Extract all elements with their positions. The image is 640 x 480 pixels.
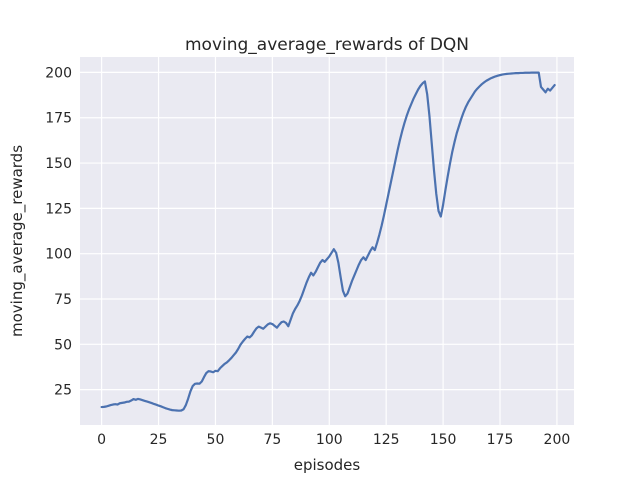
y-tick-label: 125 [45,201,72,217]
y-tick-labels: 25 50 75 100 125 150 175 200 [45,65,72,398]
x-tick-label: 200 [544,432,571,448]
y-axis-label: moving_average_rewards [8,145,27,337]
x-tick-label: 175 [487,432,514,448]
x-tick-label: 125 [373,432,400,448]
y-tick-label: 100 [45,247,72,263]
y-tick-label: 200 [45,65,72,81]
y-tick-label: 25 [54,383,72,399]
reward-line [100,71,556,412]
x-tick-label: 25 [150,432,168,448]
x-tick-label: 75 [263,432,281,448]
y-tick-label: 150 [45,156,72,172]
x-tick-label: 50 [207,432,225,448]
plot-area [80,57,574,425]
x-tick-label: 0 [97,432,106,448]
x-tick-labels: 0 25 50 75 100 125 150 175 200 [97,432,570,448]
y-tick-label: 50 [54,337,72,353]
chart-title: moving_average_rewards of DQN [185,35,469,55]
x-tick-label: 100 [316,432,343,448]
x-tick-label: 150 [430,432,457,448]
x-axis-label: episodes [294,456,361,474]
y-tick-label: 75 [54,292,72,308]
y-tick-label: 175 [45,111,72,127]
gridlines [80,57,574,425]
